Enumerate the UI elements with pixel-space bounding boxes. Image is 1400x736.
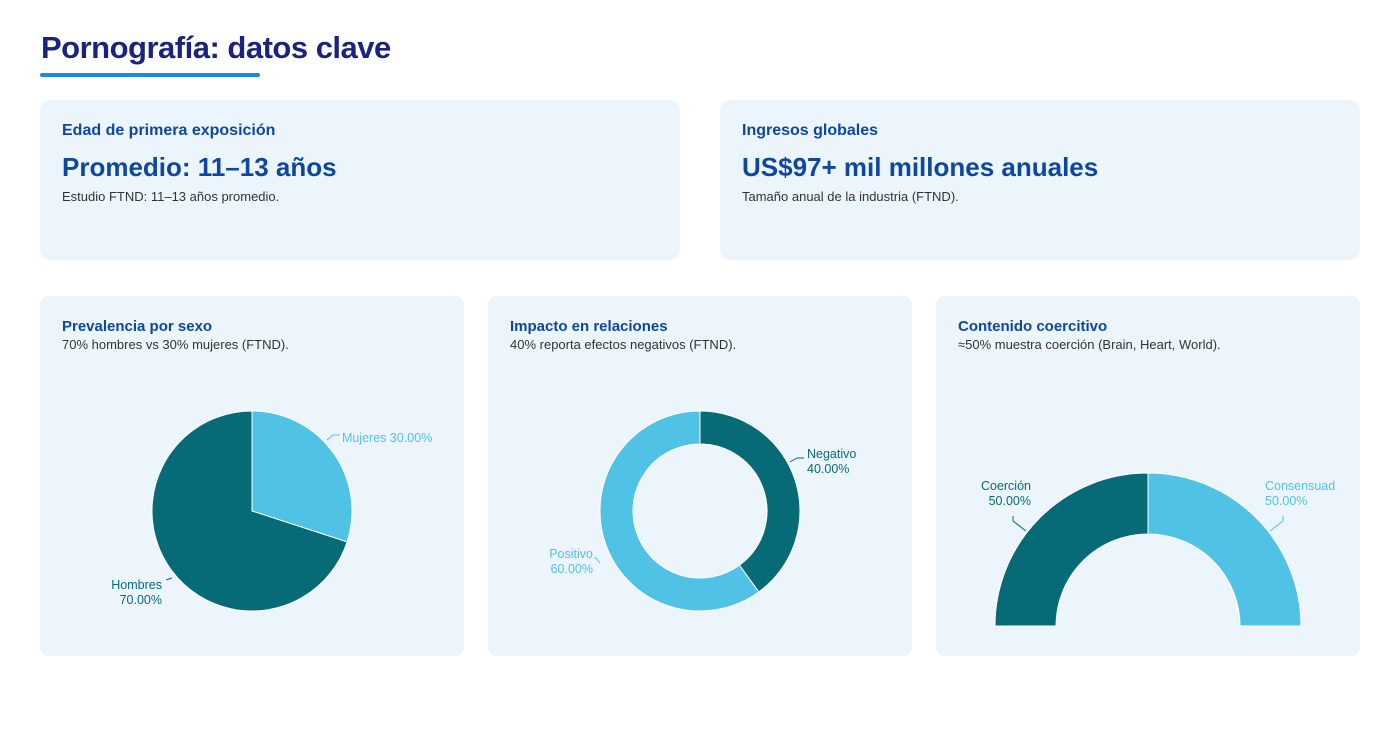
slice-label: Negativo <box>807 447 856 461</box>
chart-subtitle: ≈50% muestra coerción (Brain, Heart, Wor… <box>958 337 1221 352</box>
leader-line <box>1269 516 1284 532</box>
chart-title: Contenido coercitivo <box>958 318 1108 335</box>
leader-line <box>165 577 173 581</box>
slice-label: Mujeres 30.00% <box>342 431 432 445</box>
slice-positivo[interactable] <box>599 410 760 612</box>
chart-title: Prevalencia por sexo <box>62 318 213 335</box>
kpi-label: Ingresos globales <box>742 122 879 139</box>
kpi-note: Tamaño anual de la industria (FTND). <box>742 189 959 204</box>
slice-label: Hombres <box>111 578 162 592</box>
kpi-label: Edad de primera exposición <box>62 122 276 139</box>
slice-negativo[interactable] <box>699 410 801 593</box>
kpi-value: Promedio: 11–13 años <box>62 152 337 182</box>
kpi-card-age: Edad de primera exposición Promedio: 11–… <box>40 100 680 260</box>
leader-line <box>789 457 804 463</box>
slice-value-label: 70.00% <box>120 593 162 607</box>
slice-label: Consensuad <box>1265 479 1335 493</box>
title-underline <box>40 73 260 77</box>
chart-subtitle: 40% reporta efectos negativos (FTND). <box>510 337 737 352</box>
kpi-note: Estudio FTND: 11–13 años promedio. <box>62 189 280 204</box>
slice-value-label: 40.00% <box>807 462 849 476</box>
leader-line <box>1012 516 1027 532</box>
slice-value-label: 50.00% <box>989 494 1031 508</box>
chart-title: Impacto en relaciones <box>510 318 668 335</box>
slice-coerción[interactable] <box>994 472 1149 627</box>
chart-subtitle: 70% hombres vs 30% mujeres (FTND). <box>62 337 289 352</box>
slice-consensuad[interactable] <box>1147 472 1302 627</box>
page-title: Pornografía: datos clave <box>41 30 391 65</box>
kpi-card-revenue: Ingresos globales US$97+ mil millones an… <box>720 100 1360 260</box>
slice-value-label: 60.00% <box>551 562 593 576</box>
slice-hombres[interactable] <box>151 410 348 612</box>
leader-line <box>594 557 601 564</box>
slice-label: Positivo <box>549 547 593 561</box>
slice-mujeres[interactable] <box>251 410 353 543</box>
kpi-value: US$97+ mil millones anuales <box>742 152 1099 182</box>
slice-label: Coerción <box>981 479 1031 493</box>
leader-line <box>326 434 340 441</box>
slice-value-label: 50.00% <box>1265 494 1307 508</box>
